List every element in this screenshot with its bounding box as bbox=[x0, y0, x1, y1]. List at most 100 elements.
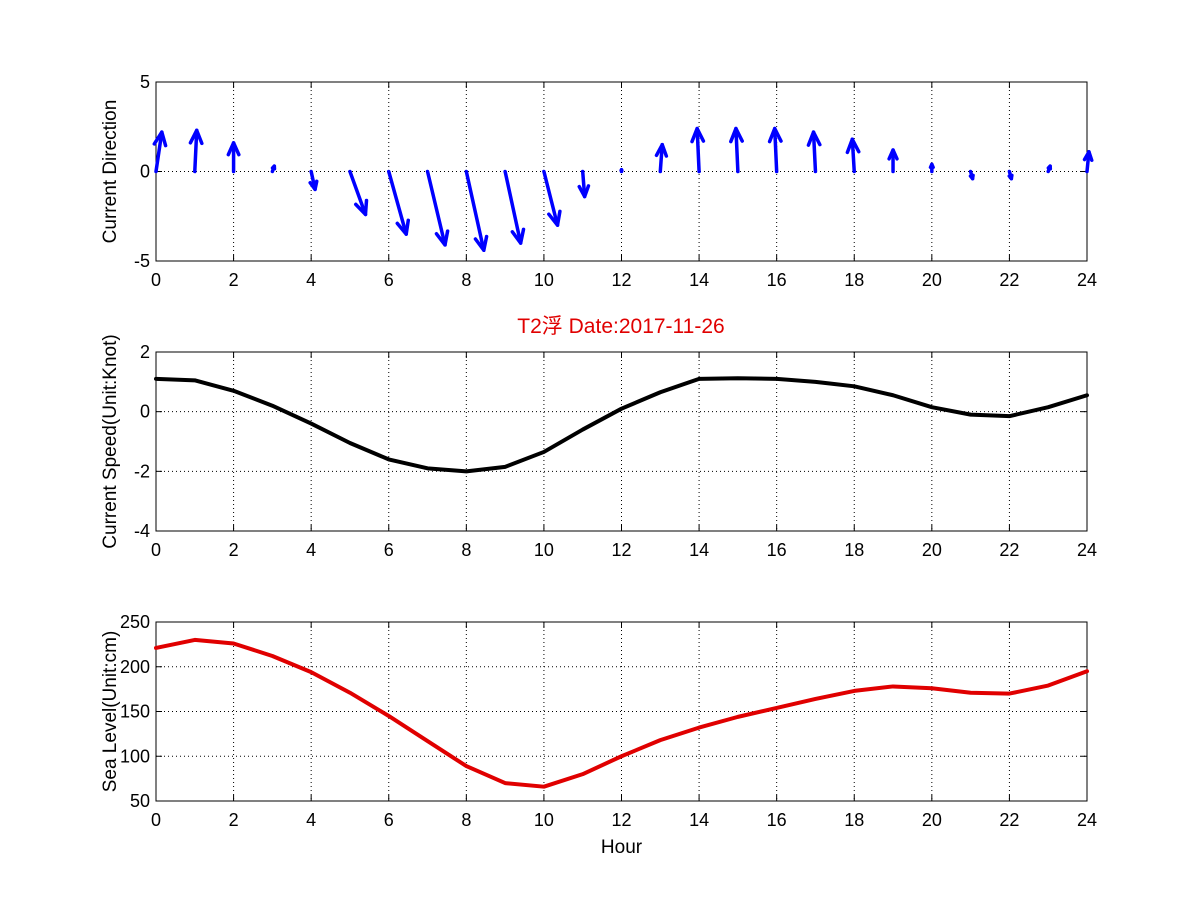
arrow-head bbox=[547, 209, 562, 227]
arrow-shaft bbox=[850, 137, 856, 174]
x-tick-label: 8 bbox=[461, 540, 471, 560]
vector-arrow bbox=[226, 141, 241, 174]
vector-arrow bbox=[1046, 164, 1053, 174]
x-tick-label: 4 bbox=[306, 810, 316, 830]
series-line-1 bbox=[154, 637, 1089, 789]
arrow-head bbox=[1007, 173, 1014, 181]
x-tick-label: 4 bbox=[306, 270, 316, 290]
y-tick-label: -5 bbox=[134, 251, 150, 271]
y-tick-label: 150 bbox=[120, 702, 150, 722]
arrow-shaft bbox=[658, 142, 664, 174]
x-tick-label: 16 bbox=[767, 540, 787, 560]
y-tick-label: 250 bbox=[120, 612, 150, 632]
y-tick-label: 200 bbox=[120, 657, 150, 677]
vector-arrow bbox=[1082, 150, 1094, 174]
vector-arrow bbox=[928, 162, 935, 174]
x-tick-label: 10 bbox=[534, 810, 554, 830]
vector-arrow bbox=[348, 169, 369, 217]
arrow-shaft bbox=[348, 169, 368, 217]
vector-arrow bbox=[152, 130, 168, 174]
x-tick-label: 18 bbox=[844, 810, 864, 830]
arrow-shaft bbox=[503, 169, 523, 245]
y-tick-label: 0 bbox=[140, 402, 150, 422]
arrow-shaft bbox=[193, 128, 199, 174]
y-axis-label: Current Speed(Unit:Knot) bbox=[100, 334, 121, 548]
x-axis-label: Hour bbox=[601, 837, 643, 858]
arrow-head bbox=[510, 227, 526, 245]
x-tick-label: 12 bbox=[611, 540, 631, 560]
x-tick-label: 10 bbox=[534, 540, 554, 560]
x-tick-label: 24 bbox=[1077, 810, 1097, 830]
x-tick-label: 20 bbox=[922, 270, 942, 290]
y-tick-label: 2 bbox=[140, 342, 150, 362]
arrow-head bbox=[188, 128, 204, 146]
chart-title: T2浮 Date:2017-11-26 bbox=[517, 315, 724, 338]
vector-arrow bbox=[845, 137, 861, 174]
vector-arrow bbox=[887, 148, 899, 174]
y-tick-label: 0 bbox=[140, 162, 150, 182]
arrow-head bbox=[968, 173, 975, 181]
x-tick-label: 0 bbox=[151, 270, 161, 290]
arrow-head bbox=[729, 126, 744, 144]
x-tick-label: 14 bbox=[689, 810, 709, 830]
vector-arrow bbox=[464, 169, 489, 253]
x-tick-label: 8 bbox=[461, 810, 471, 830]
vector-arrow bbox=[270, 164, 277, 174]
x-tick-label: 22 bbox=[999, 270, 1019, 290]
vector-arrow bbox=[503, 169, 526, 245]
vector-arrow bbox=[425, 169, 450, 247]
x-tick-label: 4 bbox=[306, 540, 316, 560]
x-tick-label: 16 bbox=[767, 810, 787, 830]
arrow-shaft bbox=[425, 169, 447, 247]
arrow-shaft bbox=[811, 130, 818, 174]
x-tick-label: 16 bbox=[767, 270, 787, 290]
x-tick-label: 2 bbox=[229, 810, 239, 830]
arrow-head bbox=[654, 142, 669, 158]
x-tick-label: 2 bbox=[229, 540, 239, 560]
x-tick-label: 12 bbox=[611, 270, 631, 290]
vector-arrow bbox=[188, 128, 204, 174]
x-tick-label: 24 bbox=[1077, 270, 1097, 290]
x-tick-label: 0 bbox=[151, 810, 161, 830]
vector-arrow bbox=[968, 169, 975, 181]
x-tick-label: 10 bbox=[534, 270, 554, 290]
x-tick-label: 20 bbox=[922, 540, 942, 560]
vector-arrow bbox=[619, 167, 624, 174]
arrow-shaft bbox=[154, 130, 164, 174]
arrow-head bbox=[434, 229, 450, 247]
x-tick-label: 2 bbox=[229, 270, 239, 290]
vector-arrow bbox=[690, 126, 706, 174]
arrow-head bbox=[152, 130, 168, 148]
arrow-head bbox=[395, 218, 411, 236]
x-tick-label: 0 bbox=[151, 540, 161, 560]
y-tick-label: 50 bbox=[130, 791, 150, 811]
vector-arrow bbox=[767, 126, 783, 174]
arrow-shaft bbox=[772, 126, 779, 174]
x-tick-label: 14 bbox=[689, 270, 709, 290]
arrow-head bbox=[473, 234, 489, 253]
arrow-head bbox=[767, 126, 783, 144]
y-axis-label: Current Direction bbox=[100, 100, 121, 244]
vector-arrow bbox=[542, 169, 562, 227]
y-tick-label: -4 bbox=[134, 521, 150, 541]
x-tick-label: 18 bbox=[844, 540, 864, 560]
arrow-shaft bbox=[387, 169, 408, 236]
vector-arrow bbox=[729, 126, 744, 174]
x-tick-label: 6 bbox=[384, 540, 394, 560]
arrow-head bbox=[845, 137, 861, 155]
y-tick-label: -2 bbox=[134, 461, 150, 481]
arrow-head bbox=[354, 198, 369, 217]
x-tick-label: 14 bbox=[689, 540, 709, 560]
x-tick-label: 20 bbox=[922, 810, 942, 830]
arrow-head bbox=[226, 141, 241, 157]
arrow-head bbox=[928, 162, 935, 170]
arrow-head bbox=[270, 164, 277, 171]
arrow-head bbox=[887, 148, 899, 161]
x-tick-label: 24 bbox=[1077, 540, 1097, 560]
x-tick-label: 12 bbox=[611, 810, 631, 830]
arrow-shaft bbox=[734, 126, 740, 174]
